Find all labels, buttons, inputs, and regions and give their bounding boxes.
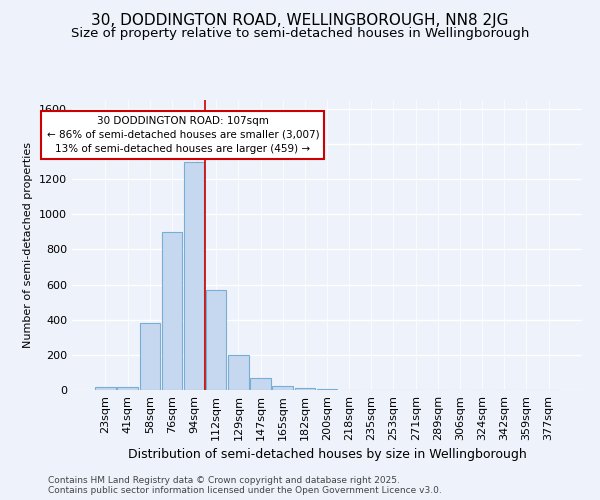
- Text: 30 DODDINGTON ROAD: 107sqm
← 86% of semi-detached houses are smaller (3,007)
13%: 30 DODDINGTON ROAD: 107sqm ← 86% of semi…: [47, 116, 319, 154]
- X-axis label: Distribution of semi-detached houses by size in Wellingborough: Distribution of semi-detached houses by …: [128, 448, 526, 462]
- Text: Size of property relative to semi-detached houses in Wellingborough: Size of property relative to semi-detach…: [71, 28, 529, 40]
- Bar: [272, 386, 293, 390]
- Bar: [250, 378, 271, 390]
- Bar: [161, 232, 182, 390]
- Bar: [140, 323, 160, 390]
- Bar: [95, 388, 116, 390]
- Text: 30, DODDINGTON ROAD, WELLINGBOROUGH, NN8 2JG: 30, DODDINGTON ROAD, WELLINGBOROUGH, NN8…: [91, 12, 509, 28]
- Bar: [295, 388, 315, 390]
- Bar: [118, 388, 138, 390]
- Bar: [206, 290, 226, 390]
- Bar: [184, 162, 204, 390]
- Bar: [317, 389, 337, 390]
- Bar: [228, 355, 248, 390]
- Y-axis label: Number of semi-detached properties: Number of semi-detached properties: [23, 142, 34, 348]
- Text: Contains HM Land Registry data © Crown copyright and database right 2025.
Contai: Contains HM Land Registry data © Crown c…: [48, 476, 442, 495]
